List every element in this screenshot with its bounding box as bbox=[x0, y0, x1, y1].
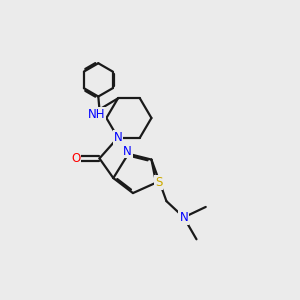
Text: NH: NH bbox=[88, 108, 105, 121]
Text: N: N bbox=[179, 211, 188, 224]
Text: N: N bbox=[114, 131, 122, 144]
Text: O: O bbox=[71, 152, 80, 165]
Text: S: S bbox=[155, 176, 163, 189]
Text: N: N bbox=[123, 145, 132, 158]
